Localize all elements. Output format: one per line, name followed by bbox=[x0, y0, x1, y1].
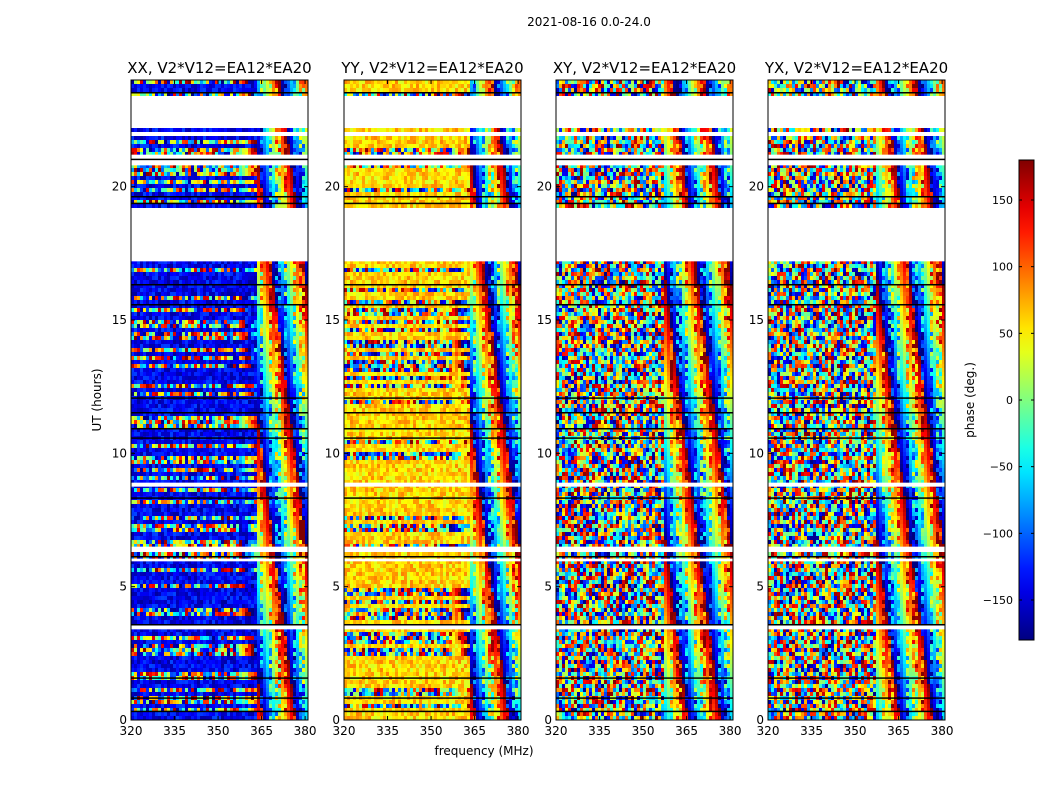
x-tick-label: 320 bbox=[120, 724, 143, 738]
colorbar-tick-label: −100 bbox=[983, 527, 1013, 540]
y-tick-label: 5 bbox=[332, 580, 340, 594]
y-tick-label: 10 bbox=[325, 446, 340, 460]
colorbar-tick-label: 0 bbox=[1006, 394, 1013, 407]
x-tick-label: 380 bbox=[507, 724, 530, 738]
x-tick-label: 335 bbox=[800, 724, 823, 738]
panel-4: YX, V2*V12=EA12*EA20 320 335 350 365 380 0 5 10 1… bbox=[749, 59, 954, 738]
x-tick-label: 380 bbox=[294, 724, 317, 738]
x-tick-label: 365 bbox=[463, 724, 486, 738]
panel-title: XY, V2*V12=EA12*EA20 bbox=[553, 59, 736, 77]
x-tick-label: 365 bbox=[250, 724, 273, 738]
x-tick-label: 350 bbox=[420, 724, 443, 738]
y-tick-label: 5 bbox=[544, 580, 552, 594]
x-tick-label: 335 bbox=[163, 724, 186, 738]
phase-heatmap bbox=[556, 80, 733, 720]
x-tick-label: 335 bbox=[376, 724, 399, 738]
x-tick-label: 365 bbox=[887, 724, 910, 738]
y-tick-label: 0 bbox=[544, 713, 552, 727]
x-axis-label: frequency (MHz) bbox=[434, 744, 533, 758]
x-tick-label: 365 bbox=[675, 724, 698, 738]
panel-title: XX, V2*V12=EA12*EA20 bbox=[127, 59, 311, 77]
colorbar-label: phase (deg.) bbox=[963, 362, 977, 438]
y-tick-label: 10 bbox=[749, 446, 764, 460]
y-tick-label: 20 bbox=[537, 180, 552, 194]
y-tick-label: 15 bbox=[537, 313, 552, 327]
x-tick-label: 350 bbox=[632, 724, 655, 738]
y-tick-label: 10 bbox=[537, 446, 552, 460]
colorbar-tick-label: −50 bbox=[990, 461, 1013, 474]
x-tick-label: 335 bbox=[588, 724, 611, 738]
panel-frame bbox=[343, 79, 522, 721]
panel-title: YY, V2*V12=EA12*EA20 bbox=[340, 59, 523, 77]
panel-frame bbox=[130, 79, 309, 721]
colorbar-tick-label: 100 bbox=[992, 261, 1013, 274]
y-tick-label: 0 bbox=[756, 713, 764, 727]
x-tick-label: 380 bbox=[719, 724, 742, 738]
panel-frame bbox=[767, 79, 946, 721]
colorbar-tick-label: −150 bbox=[983, 594, 1013, 607]
y-axis-label: UT (hours) bbox=[90, 368, 104, 431]
x-tick-label: 350 bbox=[844, 724, 867, 738]
y-tick-label: 15 bbox=[112, 313, 127, 327]
panel-3: XY, V2*V12=EA12*EA20 320 335 350 365 380 0 5 10 1… bbox=[537, 59, 742, 738]
phase-heatmap bbox=[344, 80, 521, 720]
y-tick-label: 0 bbox=[332, 713, 340, 727]
x-tick-label: 320 bbox=[757, 724, 780, 738]
x-tick-label: 350 bbox=[207, 724, 230, 738]
y-tick-label: 20 bbox=[112, 180, 127, 194]
y-tick-label: 15 bbox=[749, 313, 764, 327]
y-tick-label: 20 bbox=[749, 180, 764, 194]
panel-2: YY, V2*V12=EA12*EA20 320 335 350 365 380 0 5 10 1… bbox=[325, 59, 530, 738]
y-tick-label: 0 bbox=[119, 713, 127, 727]
y-tick-label: 15 bbox=[325, 313, 340, 327]
phase-heatmap bbox=[768, 80, 945, 720]
phase-heatmap bbox=[131, 80, 308, 720]
panel-1: XX, V2*V12=EA12*EA20 320 335 350 365 380 0 5 10 1… bbox=[112, 59, 317, 738]
colorbar-tick-label: 50 bbox=[999, 327, 1013, 340]
y-tick-label: 5 bbox=[756, 580, 764, 594]
y-tick-label: 10 bbox=[112, 446, 127, 460]
figure-suptitle: 2021-08-16 0.0-24.0 bbox=[527, 15, 651, 29]
x-tick-label: 320 bbox=[545, 724, 568, 738]
panels-group: XX, V2*V12=EA12*EA20 320 335 350 365 380 0 5 10 1… bbox=[112, 59, 954, 738]
panel-title: YX, V2*V12=EA12*EA20 bbox=[764, 59, 948, 77]
x-tick-label: 320 bbox=[333, 724, 356, 738]
x-tick-label: 380 bbox=[931, 724, 954, 738]
y-tick-label: 20 bbox=[325, 180, 340, 194]
y-tick-label: 5 bbox=[119, 580, 127, 594]
colorbar-tick-label: 150 bbox=[992, 194, 1013, 207]
panel-frame bbox=[555, 79, 734, 721]
colorbar: 150 100 50 0 −50 −100 −150 bbox=[983, 159, 1035, 641]
